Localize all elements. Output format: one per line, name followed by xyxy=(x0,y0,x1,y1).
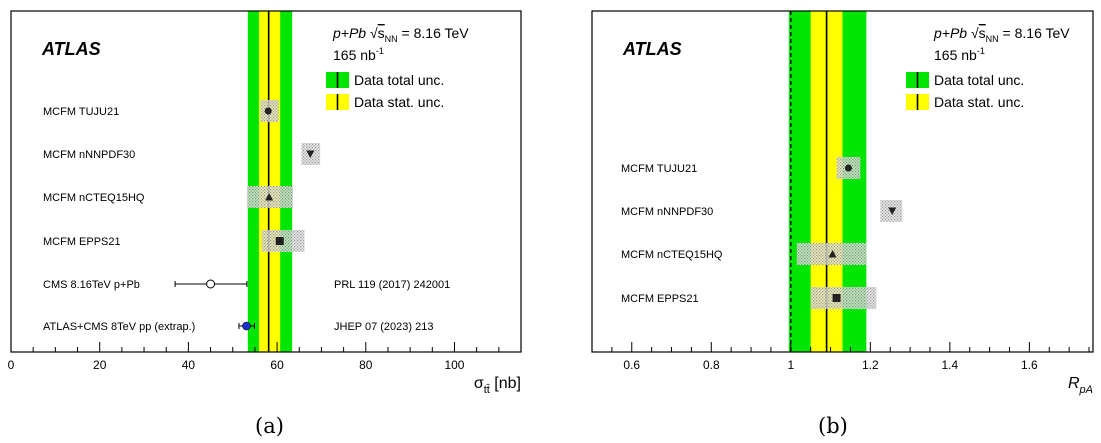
marker-triangle-down xyxy=(306,150,315,158)
collision-system-label: p+Pb √sNN = 8.16 TeV xyxy=(933,25,1070,44)
plot-frame xyxy=(591,10,1094,353)
x-tick-label: 0.6 xyxy=(623,358,640,372)
experiment-label: ATLAS xyxy=(41,39,101,59)
prediction-box xyxy=(810,287,877,309)
row-label: MCFM nCTEQ15HQ xyxy=(43,192,145,204)
legend-label: Data total unc. xyxy=(354,72,444,88)
panel-a: MCFM TUJU21 MCFM nNNPDF30 MCFM nCTEQ15HQ MC… xyxy=(8,10,522,396)
x-tick-label: 60 xyxy=(270,358,284,372)
row-label: MCFM TUJU21 xyxy=(621,163,697,175)
marker-open-circle xyxy=(206,279,216,289)
x-axis-label: RpA xyxy=(1068,375,1093,396)
x-tick-label: 1.4 xyxy=(942,358,959,372)
experiment-label: ATLAS xyxy=(622,39,682,59)
panel-b-label: (b) xyxy=(818,414,848,438)
marker-circle xyxy=(264,107,272,115)
collision-system-label: p+Pb √sNN = 8.16 TeV xyxy=(332,25,469,44)
marker-blue-circle xyxy=(242,321,251,331)
row-label: CMS 8.16TeV p+Pb xyxy=(43,279,140,291)
row-label: MCFM EPPS21 xyxy=(43,236,121,248)
panel-a-label: (a) xyxy=(255,414,284,438)
x-tick-label: 100 xyxy=(444,358,464,372)
marker-triangle-down xyxy=(888,207,897,215)
reference-label: JHEP 07 (2023) 213 xyxy=(334,321,433,333)
x-tick-label: 20 xyxy=(93,358,107,372)
legend-label: Data stat. unc. xyxy=(354,94,444,110)
x-tick-label: 40 xyxy=(182,358,196,372)
row-label: MCFM EPPS21 xyxy=(621,293,699,305)
x-tick-label: 80 xyxy=(359,358,373,372)
row-label: MCFM nNNPDF30 xyxy=(621,206,713,218)
row-label: MCFM TUJU21 xyxy=(43,106,119,118)
marker-triangle-up xyxy=(265,193,274,201)
luminosity-label: 165 nb-1 xyxy=(333,46,384,63)
x-tick-label: 0 xyxy=(8,358,15,372)
plot-frame xyxy=(10,10,522,353)
row-label: MCFM nNNPDF30 xyxy=(43,149,135,161)
data-stat-band xyxy=(258,11,281,352)
x-tick-label: 1.2 xyxy=(862,358,879,372)
legend-label: Data stat. unc. xyxy=(934,94,1024,110)
panel-b: MCFM TUJU21 MCFM nNNPDF30 MCFM nCTEQ15HQ MC… xyxy=(591,10,1094,396)
row-label: ATLAS+CMS 8TeV pp (extrap.) xyxy=(43,321,195,333)
marker-circle xyxy=(844,164,852,172)
x-tick-label: 1 xyxy=(787,358,794,372)
x-axis-label: σtt̄ [nb] xyxy=(474,375,521,396)
marker-triangle-up xyxy=(828,250,837,258)
marker-square xyxy=(275,237,284,245)
row-label: MCFM nCTEQ15HQ xyxy=(621,249,723,261)
luminosity-label: 165 nb-1 xyxy=(934,46,985,63)
reference-label: PRL 119 (2017) 242001 xyxy=(334,279,450,291)
x-tick-label: 1.6 xyxy=(1021,358,1038,372)
marker-square xyxy=(832,294,841,302)
legend-label: Data total unc. xyxy=(934,72,1024,88)
x-tick-label: 0.8 xyxy=(703,358,720,372)
